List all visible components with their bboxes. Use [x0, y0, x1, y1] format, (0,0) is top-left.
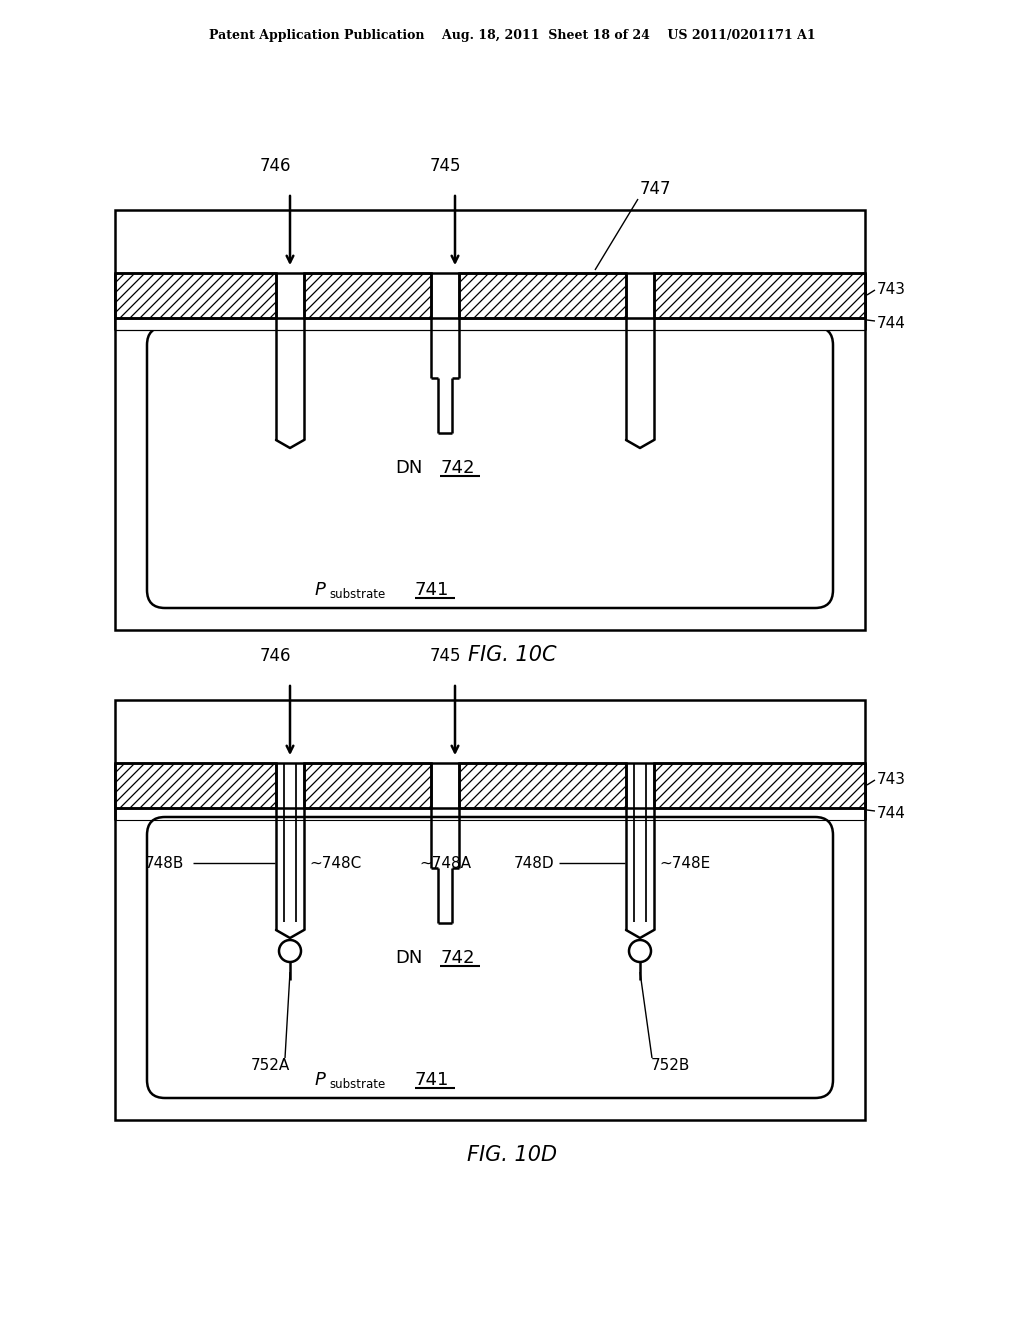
Circle shape [629, 940, 651, 962]
Polygon shape [115, 210, 865, 630]
Text: 746: 746 [259, 157, 291, 176]
FancyBboxPatch shape [147, 327, 833, 609]
Polygon shape [654, 273, 865, 318]
Polygon shape [459, 273, 626, 318]
Text: 745: 745 [429, 157, 461, 176]
Text: 752A: 752A [251, 1057, 290, 1072]
Text: 748B: 748B [145, 855, 184, 870]
Text: 745: 745 [429, 647, 461, 665]
Text: 742: 742 [440, 949, 474, 968]
Polygon shape [304, 273, 431, 318]
Polygon shape [115, 700, 865, 1119]
Text: substrate: substrate [329, 587, 385, 601]
Text: 744: 744 [877, 317, 906, 331]
Text: 741: 741 [415, 1071, 450, 1089]
Text: 747: 747 [640, 180, 672, 198]
Polygon shape [459, 763, 626, 808]
Text: substrate: substrate [329, 1077, 385, 1090]
Text: ~748C: ~748C [309, 855, 361, 870]
Text: ~748E: ~748E [659, 855, 711, 870]
Text: 752B: 752B [650, 1057, 690, 1072]
Text: FIG. 10D: FIG. 10D [467, 1144, 557, 1166]
Circle shape [279, 940, 301, 962]
Text: 743: 743 [877, 772, 906, 788]
Text: P: P [315, 1071, 326, 1089]
Text: DN: DN [395, 459, 422, 477]
Polygon shape [115, 318, 865, 330]
Text: ~748A: ~748A [419, 855, 471, 870]
Text: 746: 746 [259, 647, 291, 665]
Text: 748D: 748D [514, 855, 555, 870]
Text: 741: 741 [415, 581, 450, 599]
Text: 744: 744 [877, 807, 906, 821]
Text: DN: DN [395, 949, 422, 968]
Text: 743: 743 [877, 282, 906, 297]
Polygon shape [115, 763, 276, 808]
Polygon shape [304, 763, 431, 808]
Text: FIG. 10C: FIG. 10C [468, 645, 556, 665]
Text: Patent Application Publication    Aug. 18, 2011  Sheet 18 of 24    US 2011/02011: Patent Application Publication Aug. 18, … [209, 29, 815, 41]
Text: P: P [315, 581, 326, 599]
Polygon shape [115, 273, 276, 318]
Text: 742: 742 [440, 459, 474, 477]
FancyBboxPatch shape [147, 817, 833, 1098]
Polygon shape [654, 763, 865, 808]
